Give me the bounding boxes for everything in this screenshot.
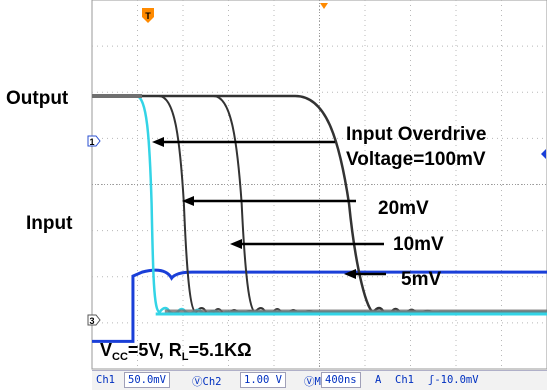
grid xyxy=(91,0,547,370)
status-timebase: ⓋM xyxy=(304,376,321,388)
status-trig-src: Ch1 xyxy=(395,374,414,386)
trigger-marker: T xyxy=(142,8,154,23)
input-label: Input xyxy=(26,213,73,234)
status-trig-level: ʃ-10.0mV xyxy=(428,374,479,386)
input-step-trace xyxy=(92,268,547,343)
arrow-20mv-head xyxy=(182,196,194,206)
test-conditions: VCC=5V, RL=5.1KΩ xyxy=(100,340,252,363)
scope-status-bar: Ch1 50.0mV ⓋCh2 1.00 V ⓋM 400ns A Ch1 ʃ-… xyxy=(92,370,547,390)
output-label: Output xyxy=(6,88,69,109)
status-ch1: Ch1 xyxy=(96,374,115,386)
traces xyxy=(92,94,547,343)
right-edge-pointer xyxy=(541,149,546,159)
top-trigger-pointer xyxy=(320,3,328,9)
status-ch1-scale: 50.0mV xyxy=(124,372,170,388)
channel-3-marker-label: 3 xyxy=(89,316,94,326)
arrow-10mv-head xyxy=(230,239,242,249)
channel-1-marker-label: 1 xyxy=(89,137,94,147)
annotation-arrows xyxy=(152,137,386,279)
overdrive-label-20mv: 20mV xyxy=(378,198,429,219)
status-ch2: ⓋCh2 xyxy=(192,376,222,388)
overdrive-label-5mv: 5mV xyxy=(401,269,441,290)
trigger-marker-label: T xyxy=(145,11,151,21)
arrow-5mv-head xyxy=(344,269,356,279)
overdrive-header-line1: Input Overdrive xyxy=(346,124,486,145)
status-acq: A xyxy=(375,374,382,386)
status-ch2-scale: 1.00 V xyxy=(240,372,286,388)
status-timebase-value: 400ns xyxy=(321,372,361,388)
overdrive-header-line2: Voltage=100mV xyxy=(346,149,486,170)
overdrive-label-10mv: 10mV xyxy=(393,234,444,255)
channel-1-marker: 1 xyxy=(87,135,101,147)
channel-3-marker: 3 xyxy=(87,314,101,326)
arrow-100mv-head xyxy=(152,137,164,147)
